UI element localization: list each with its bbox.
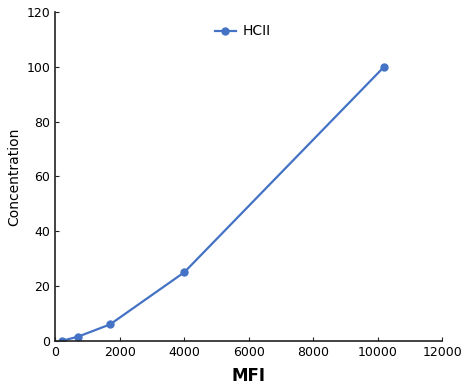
HCII — [59, 339, 65, 343]
Y-axis label: Concentration: Concentration — [7, 127, 21, 225]
HCII — [107, 322, 113, 327]
HCII — [381, 64, 387, 69]
Line: HCII: HCII — [58, 63, 387, 344]
Legend: HCII: HCII — [209, 19, 276, 44]
HCII — [75, 334, 81, 339]
X-axis label: MFI: MFI — [232, 367, 266, 385]
HCII — [182, 270, 187, 275]
